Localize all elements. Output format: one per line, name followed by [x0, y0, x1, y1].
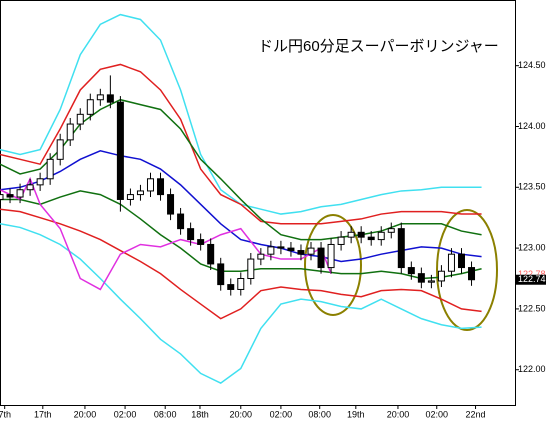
candle-body — [36, 178, 44, 186]
candle-body — [317, 247, 325, 269]
x-tick-label: 20:00 — [74, 409, 97, 419]
chart-title: ドル円60分足スーパーボリンジャー — [258, 38, 499, 55]
x-tick-label: 19th — [347, 409, 365, 419]
x-tick-label: 7th — [0, 409, 11, 419]
price-label-box — [516, 274, 546, 285]
band-line — [0, 63, 482, 225]
candle-body — [6, 194, 14, 198]
x-tick-label: 18th — [191, 409, 209, 419]
candle-body — [136, 190, 144, 196]
y-tick-label: 124.00 — [518, 121, 546, 131]
candle-body — [16, 189, 24, 198]
x-tick-label: 08:00 — [308, 409, 331, 419]
x-tick-label: 02:00 — [425, 409, 448, 419]
candle-body — [337, 236, 345, 245]
candle-body — [167, 194, 175, 215]
candle-body — [417, 273, 425, 283]
x-tick-label: 20:00 — [230, 409, 253, 419]
candle-body — [146, 178, 154, 192]
x-tick-label: 02:00 — [270, 409, 293, 419]
plot — [0, 13, 482, 384]
candle-body — [407, 267, 415, 275]
candle-body — [106, 94, 114, 103]
price-label: 122.74 — [518, 274, 546, 284]
price-label: 122.78 — [518, 269, 546, 279]
candle-body — [116, 101, 124, 200]
candle-body — [277, 246, 285, 249]
candle-body — [447, 253, 455, 272]
y-tick-label: 122.50 — [518, 303, 546, 313]
candle-body — [126, 194, 134, 200]
x-tick-label: 22nd — [466, 409, 486, 419]
candle-body — [468, 267, 476, 281]
band-line — [0, 190, 482, 280]
candle-body — [397, 228, 405, 269]
candle-body — [257, 253, 265, 260]
candle-body — [227, 284, 235, 290]
x-tick-label: 08:00 — [154, 409, 177, 419]
candle-body — [187, 228, 195, 241]
candle-body — [457, 253, 465, 269]
candle-body — [347, 231, 355, 238]
y-tick-label: 123.00 — [518, 242, 546, 252]
candle-body — [157, 178, 165, 196]
candle-body — [357, 231, 365, 238]
candle-body — [76, 113, 84, 125]
candle-body — [197, 239, 205, 245]
candle-body — [437, 270, 445, 282]
y-tick-label: 124.50 — [518, 60, 546, 70]
candle-body — [297, 250, 305, 255]
candle-body — [177, 213, 185, 230]
x-tick-label: 17th — [34, 409, 52, 419]
candle-body — [427, 280, 435, 283]
candle-body — [377, 231, 385, 241]
y-tick-label: 122.00 — [518, 364, 546, 374]
lagging-line — [0, 176, 332, 291]
candle-body — [267, 246, 275, 255]
candle-body — [26, 184, 34, 191]
candle-body — [207, 243, 215, 265]
candle-body — [387, 228, 395, 233]
highlight-ellipse — [436, 209, 498, 331]
candle-body — [247, 258, 255, 280]
candle-body — [327, 243, 335, 269]
candle-body — [367, 236, 375, 241]
highlight-ellipse — [304, 214, 362, 316]
candle-body — [46, 158, 54, 180]
candle-body — [287, 247, 295, 252]
x-tick-label: 20:00 — [387, 409, 410, 419]
candle-body — [56, 139, 64, 160]
candle-body — [217, 263, 225, 286]
candle-body — [307, 247, 315, 255]
y-tick-label: 123.50 — [518, 182, 546, 192]
band-line — [0, 223, 482, 384]
candle-body — [86, 99, 94, 115]
candle-body — [66, 123, 74, 141]
x-tick-label: 02:00 — [114, 409, 137, 419]
band-line — [0, 208, 482, 320]
candle-body — [0, 194, 4, 200]
candle-body — [237, 278, 245, 290]
candle-body — [96, 94, 104, 101]
